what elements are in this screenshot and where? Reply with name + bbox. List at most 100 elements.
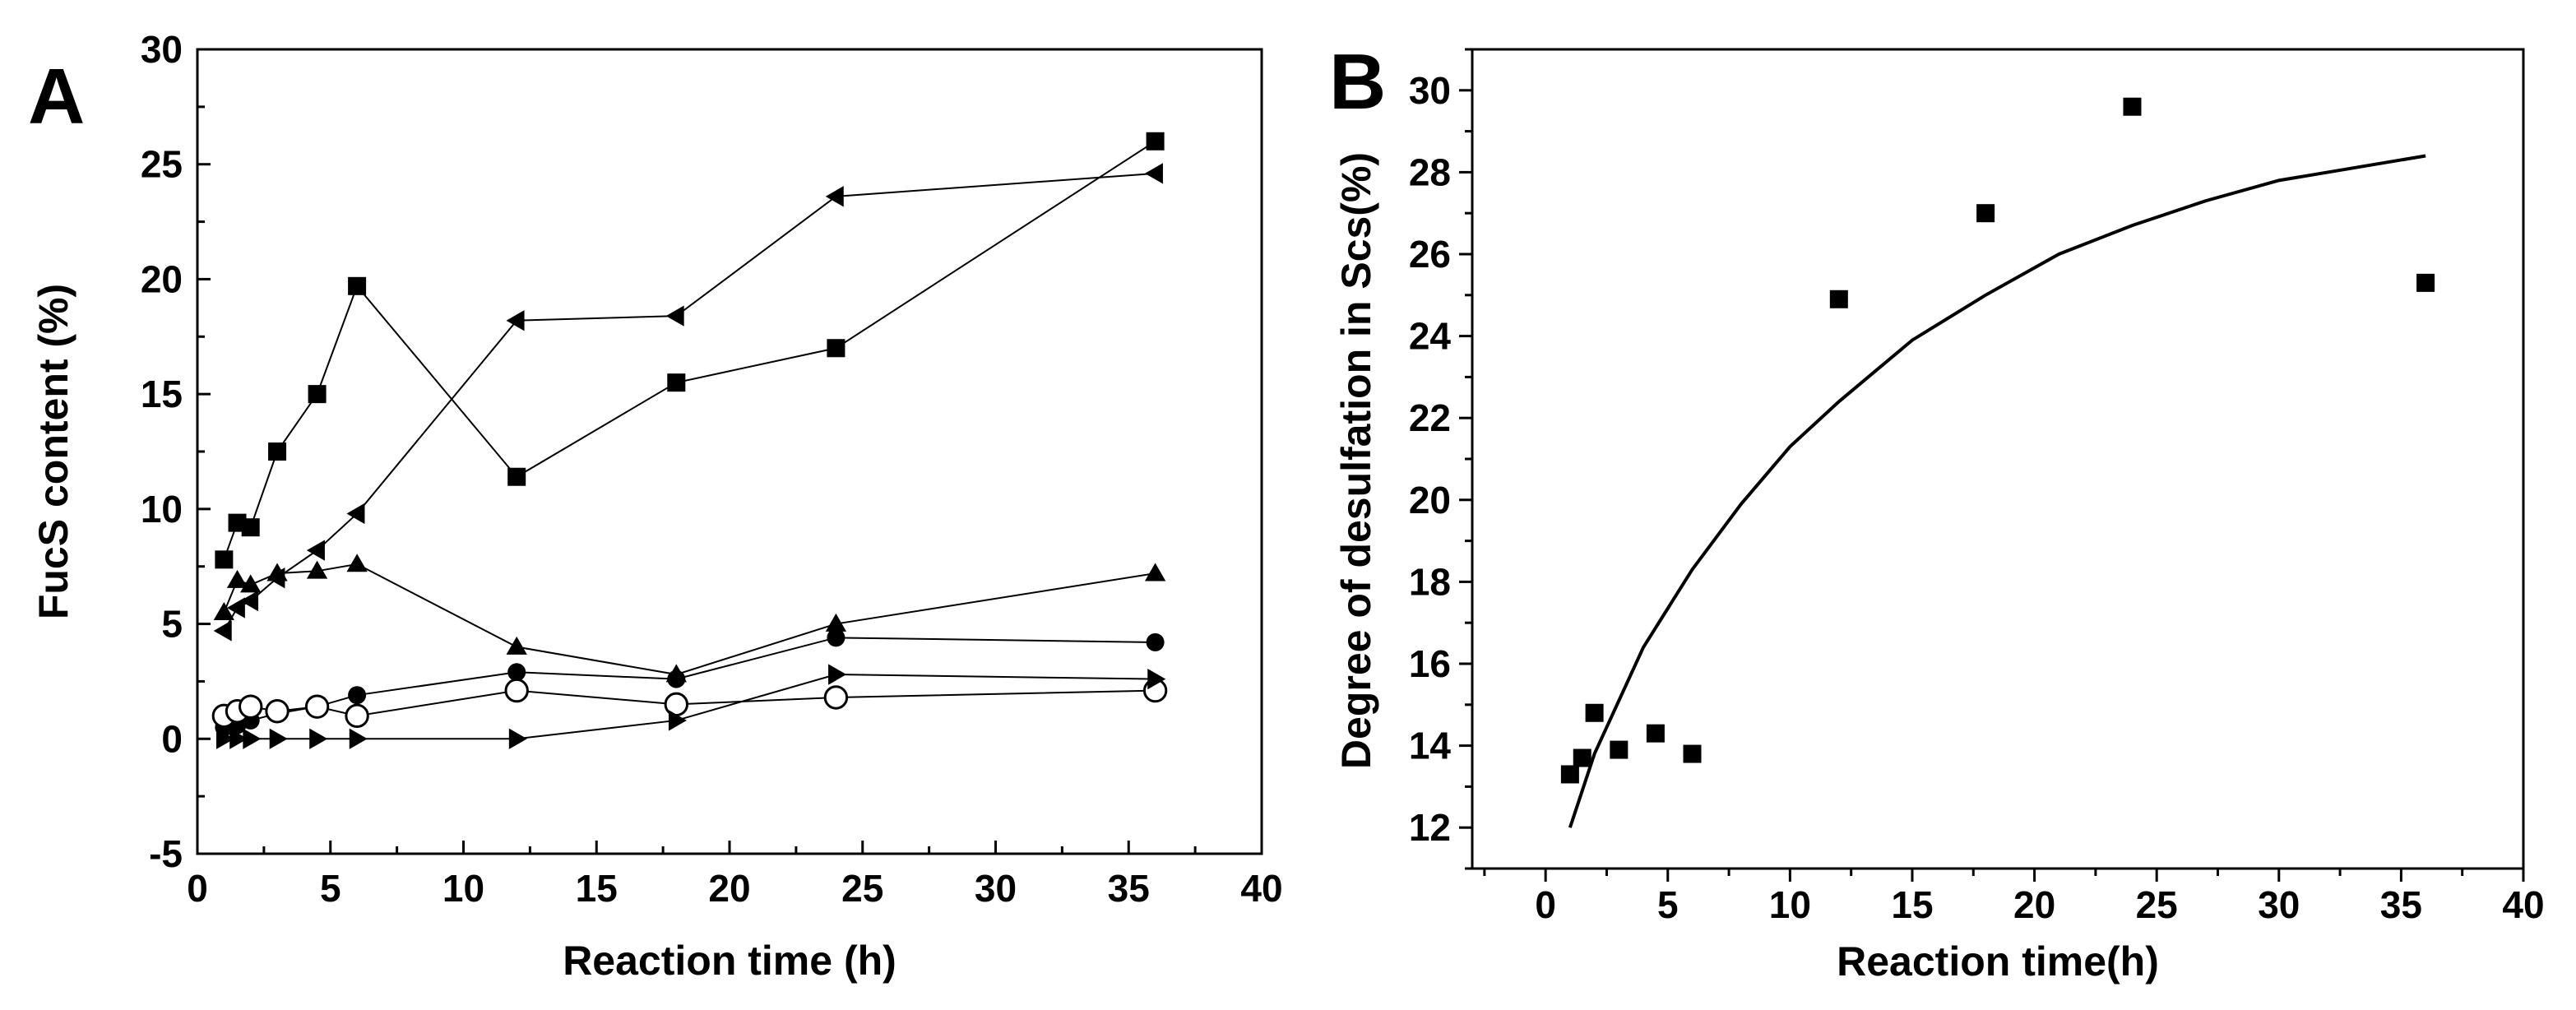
series-line-filled-up-triangle (223, 563, 1156, 676)
panel-a-x-axis-title: Reaction time (h) (563, 938, 897, 984)
marker-filled-right-triangle (508, 728, 527, 749)
panel-b-y-tick-label: 30 (1409, 69, 1451, 112)
panel-b-x-axis-title: Reaction time(h) (1837, 938, 2159, 985)
marker-filled-up-triangle (213, 601, 234, 620)
panel-b-x-tick-label: 30 (2258, 883, 2300, 926)
panel-a-label: A (28, 53, 85, 141)
panel-b-y-tick-label: 20 (1409, 479, 1451, 521)
marker-filled-right-triangle (668, 710, 687, 731)
marker-filled-up-triangle (506, 636, 527, 655)
panel-a-x-tick-label: 40 (1240, 867, 1282, 910)
marker-filled-left-triangle (213, 620, 232, 642)
panel-b-y-axis-title: Degree of desulfation in Scs(%) (1333, 152, 1379, 769)
marker-filled-left-triangle (306, 540, 325, 561)
panel-a-x-tick-label: 10 (442, 867, 484, 910)
marker-filled-left-triangle (665, 305, 684, 327)
marker-desulfation-point (1573, 748, 1591, 767)
panel-b-y-tick-label: 28 (1409, 151, 1451, 193)
marker-filled-up-triangle (1144, 563, 1166, 581)
panel-b-x-tick-label: 20 (2013, 883, 2055, 926)
panel-a-x-tick-label: 30 (975, 867, 1017, 910)
marker-filled-right-triangle (216, 728, 234, 749)
panel-b-label: B (1329, 38, 1386, 126)
marker-desulfation-point (1610, 740, 1629, 759)
panel-b-y-tick-label: 18 (1409, 560, 1451, 603)
panel-a-y-tick-label: 15 (141, 373, 183, 415)
panel-a-y-tick-label: 25 (141, 143, 183, 186)
panel-b-ticks: 0 5 10 15 20 25 30 35 40 12 14 16 18 20 22 24 26 28 30 (1409, 48, 2545, 926)
marker-filled-square (268, 442, 287, 461)
series-line-filled-left-triangle (223, 172, 1156, 632)
marker-filled-right-triangle (349, 728, 368, 749)
marker-desulfation-point (1646, 724, 1665, 743)
marker-desulfation-point (1585, 703, 1604, 722)
marker-filled-up-triangle (226, 569, 248, 588)
marker-filled-circle (1146, 632, 1165, 651)
marker-filled-circle (507, 663, 526, 682)
marker-desulfation-point (1560, 765, 1579, 784)
marker-filled-square (507, 467, 526, 486)
panel-a-y-tick-label: 10 (141, 488, 183, 530)
marker-filled-square (308, 385, 327, 404)
marker-desulfation-point (1829, 290, 1848, 308)
panel-a-x-tick-label: 5 (320, 867, 341, 910)
panel-a-y-tick-label: 30 (141, 28, 183, 71)
marker-desulfation-point (2123, 97, 2142, 116)
marker-filled-circle (827, 628, 846, 647)
panel-b-y-tick-label: 26 (1409, 233, 1451, 276)
fit-curve (1568, 154, 2426, 828)
marker-filled-circle (348, 686, 367, 705)
marker-open-circle (239, 694, 263, 719)
marker-desulfation-point (1683, 744, 1702, 763)
panel-a-y-axis-title: FucS content (%) (30, 284, 76, 619)
marker-open-circle (504, 678, 529, 703)
marker-filled-square (348, 276, 367, 295)
marker-filled-right-triangle (828, 664, 847, 685)
panel-a-x-tick-label: 25 (841, 867, 883, 910)
marker-desulfation-point (1976, 204, 1995, 223)
panel-b-markers (1560, 97, 2435, 784)
marker-filled-square (827, 339, 846, 358)
panel-a-y-tick-label: 5 (161, 603, 183, 646)
panel-b-x-tick-label: 15 (1891, 883, 1933, 926)
panel-a-y-tick-label: -5 (149, 832, 183, 875)
marker-filled-left-triangle (240, 590, 259, 612)
marker-filled-up-triangle (825, 613, 847, 632)
marker-filled-square (1146, 132, 1165, 151)
marker-filled-square (241, 518, 260, 537)
panel-b-y-tick-label: 12 (1409, 806, 1451, 849)
marker-filled-up-triangle (306, 560, 328, 579)
marker-filled-left-triangle (226, 597, 245, 619)
panel-b-y-tick-label: 16 (1409, 642, 1451, 685)
marker-filled-square (215, 550, 234, 569)
marker-filled-right-triangle (309, 728, 328, 749)
panel-b-fit-curve (1568, 154, 2426, 828)
panel-b-y-tick-label: 22 (1409, 396, 1451, 439)
panel-b-x-tick-label: 5 (1657, 883, 1679, 926)
panel-b-x-tick-label: 25 (2136, 883, 2178, 926)
marker-open-circle (823, 685, 849, 710)
marker-filled-right-triangle (269, 728, 288, 749)
marker-filled-left-triangle (506, 310, 525, 331)
marker-filled-up-triangle (266, 563, 288, 581)
panel-b-x-tick-label: 10 (1769, 883, 1811, 926)
panel-b-x-tick-label: 40 (2502, 883, 2544, 926)
marker-filled-left-triangle (1144, 163, 1163, 184)
panel-a-x-tick-label: 35 (1108, 867, 1150, 910)
marker-filled-right-triangle (229, 728, 248, 749)
panel-a-x-tick-label: 20 (708, 867, 750, 910)
marker-filled-left-triangle (825, 186, 844, 207)
marker-desulfation-point (2416, 273, 2435, 292)
marker-filled-right-triangle (1147, 668, 1166, 690)
marker-filled-up-triangle (346, 554, 368, 572)
marker-open-circle (265, 699, 290, 724)
panel-b-x-tick-label: 35 (2380, 883, 2422, 926)
panel-a-series-lines (223, 140, 1156, 740)
panel-a-y-tick-label: 20 (141, 257, 183, 300)
panel-b-y-tick-label: 24 (1409, 315, 1452, 358)
marker-open-circle (304, 694, 330, 719)
series-line-filled-square (223, 140, 1156, 560)
